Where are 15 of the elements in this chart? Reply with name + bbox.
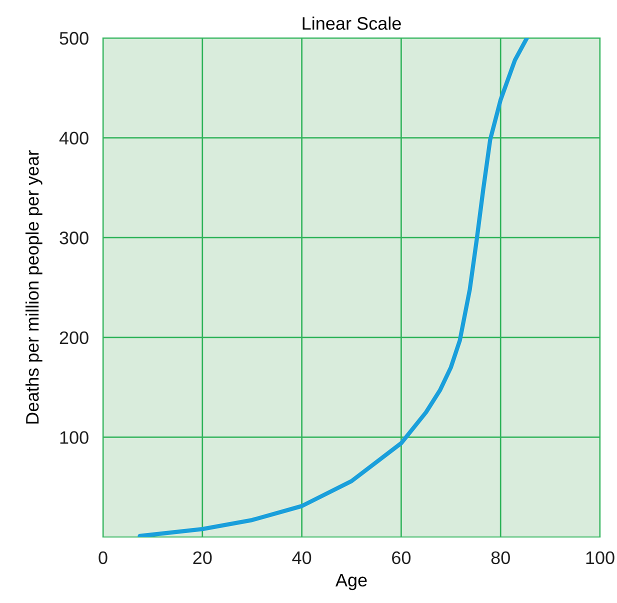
x-tick-label: 20 <box>193 551 212 564</box>
chart-title: Linear Scale <box>302 16 401 30</box>
line-series <box>138 38 530 537</box>
y-axis-title: Deaths per million people per year <box>25 150 42 424</box>
y-tick-label: 200 <box>60 331 88 344</box>
x-tick-label: 0 <box>98 551 108 564</box>
y-tick-label: 400 <box>59 132 88 145</box>
y-tick-label: 500 <box>60 32 88 45</box>
x-tick-label: 100 <box>586 551 614 564</box>
x-tick-label: 60 <box>392 551 411 564</box>
x-tick-label: 40 <box>292 551 312 564</box>
y-tick-label: 100 <box>60 431 88 444</box>
x-tick-label: 80 <box>491 551 510 564</box>
x-axis-title: Age <box>335 574 367 590</box>
y-tick-label: 300 <box>60 232 88 244</box>
